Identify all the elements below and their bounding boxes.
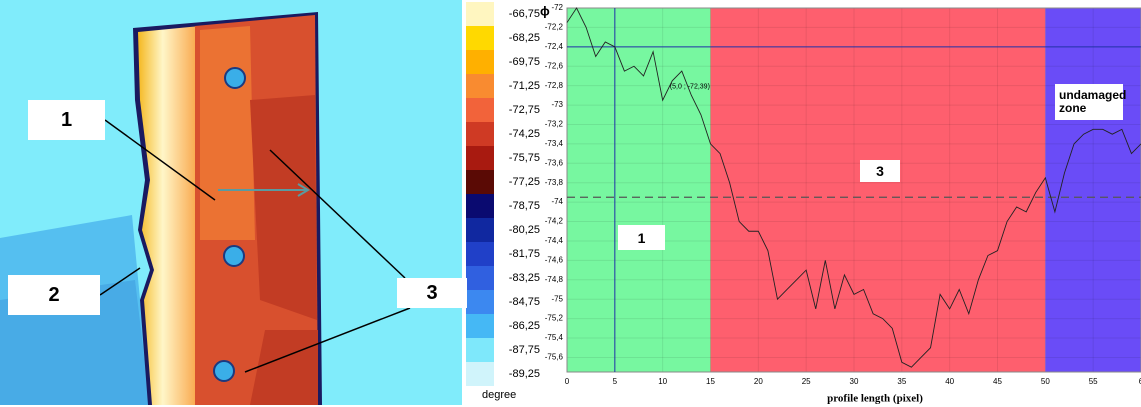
y-tick-label: -73,8: [545, 178, 564, 187]
colorbar-label: -77,25: [509, 176, 540, 188]
y-tick-label: -74: [551, 197, 563, 206]
colorbar-label: -83,25: [509, 272, 540, 284]
colorbar-cell: [466, 266, 494, 290]
colorbar-cell: [466, 2, 494, 26]
y-tick-label: -72,4: [545, 42, 564, 51]
y-tick-label: -74,2: [545, 217, 564, 226]
heatmap-image: [0, 0, 462, 405]
colorbar-label: -81,75: [509, 248, 540, 260]
x-tick-label: 5: [613, 377, 618, 386]
x-axis-label: profile length (pixel): [827, 393, 923, 405]
colorbar-cell: [466, 122, 494, 146]
x-tick-label: 20: [754, 377, 763, 386]
y-tick-label: -72,2: [545, 23, 564, 32]
colorbar-cell: [466, 50, 494, 74]
y-tick-label: -73,6: [545, 158, 564, 167]
colorbar-label: -89,25: [509, 368, 540, 380]
colorbar-cell: [466, 74, 494, 98]
colorbar-cell: [466, 314, 494, 338]
colorbar-unit: degree: [482, 389, 516, 401]
x-tick-label: 10: [658, 377, 667, 386]
colorbar-label: -69,75: [509, 56, 540, 68]
y-tick-label: -75,6: [545, 353, 564, 362]
colorbar: -66,75 -68,25 -69,75 -71,25 -72,75 -74,25 -75,…: [466, 2, 540, 401]
y-tick-label: -74,8: [545, 275, 564, 284]
x-tick-label: 50: [1041, 377, 1050, 386]
colorbar-cell: [466, 98, 494, 122]
y-tick-label: -72,8: [545, 81, 564, 90]
colorbar-label: -74,25: [509, 128, 540, 140]
colorbar-cell: [466, 26, 494, 50]
region-label: 3: [860, 160, 900, 182]
colorbar-cell: [466, 146, 494, 170]
colorbar-cell: [466, 242, 494, 266]
colorbar-cell: [466, 362, 494, 386]
y-tick-label: -72: [551, 3, 563, 12]
colorbar-cell: [466, 194, 494, 218]
colorbar-label: -71,25: [509, 80, 540, 92]
y-tick-label: -73,2: [545, 120, 564, 129]
y-tick-label: -73: [551, 100, 563, 109]
x-tick-label: 25: [802, 377, 811, 386]
annotation: 2: [8, 275, 100, 315]
colorbar-cell: [466, 290, 494, 314]
y-tick-label: -75,4: [545, 333, 564, 342]
colorbar-label: -75,75: [509, 152, 540, 164]
colorbar-label: -72,75: [509, 104, 540, 116]
region-label: 1: [618, 225, 665, 250]
colorbar-label: -68,25: [509, 32, 540, 44]
x-tick-label: 30: [850, 377, 859, 386]
line-chart: -72 -72,2 -72,4 -72,6 -72,8 -73 -73,2 -73,4 -73,…: [540, 3, 1141, 404]
y-tick-label: -72,6: [545, 61, 564, 70]
y-tick-label: -74,4: [545, 236, 564, 245]
x-tick-label: 45: [993, 377, 1002, 386]
x-tick-label: 55: [1089, 377, 1098, 386]
region: [711, 8, 1046, 372]
colorbar-label: -78,75: [509, 200, 540, 212]
region: [567, 8, 711, 372]
x-tick-label: 35: [897, 377, 906, 386]
y-tick-label: -74,6: [545, 255, 564, 264]
page: {"chart_data":[ {"type":"heatmap", "colo…: [0, 0, 1141, 407]
colorbar-cell: [466, 218, 494, 242]
colorbar-cell: [466, 338, 494, 362]
colorbar-label: -80,25: [509, 224, 540, 236]
x-tick-label: 40: [945, 377, 954, 386]
colorbar-label: -84,75: [509, 296, 540, 308]
region-label: undamaged zone: [1055, 84, 1123, 120]
colorbar-label: -87,75: [509, 344, 540, 356]
y-tick-label: -75,2: [545, 314, 564, 323]
annotation: 1: [28, 100, 105, 140]
y-tick-label: -75: [551, 294, 563, 303]
colorbar-label: -66,75: [509, 8, 540, 20]
y-axis-label: ϕ: [540, 3, 550, 18]
annotation: 3: [397, 278, 467, 308]
colorbar-label: -86,25: [509, 320, 540, 332]
y-tick-label: -73,4: [545, 139, 564, 148]
colorbar-cell: [466, 170, 494, 194]
figure: -66,75-68,25-69,75-71,25-72,75-74,25-75,…: [0, 0, 1141, 407]
point-label: (5,0 ; -72,39): [670, 84, 710, 91]
x-tick-label: 15: [706, 377, 715, 386]
x-tick-label: 0: [565, 377, 570, 386]
